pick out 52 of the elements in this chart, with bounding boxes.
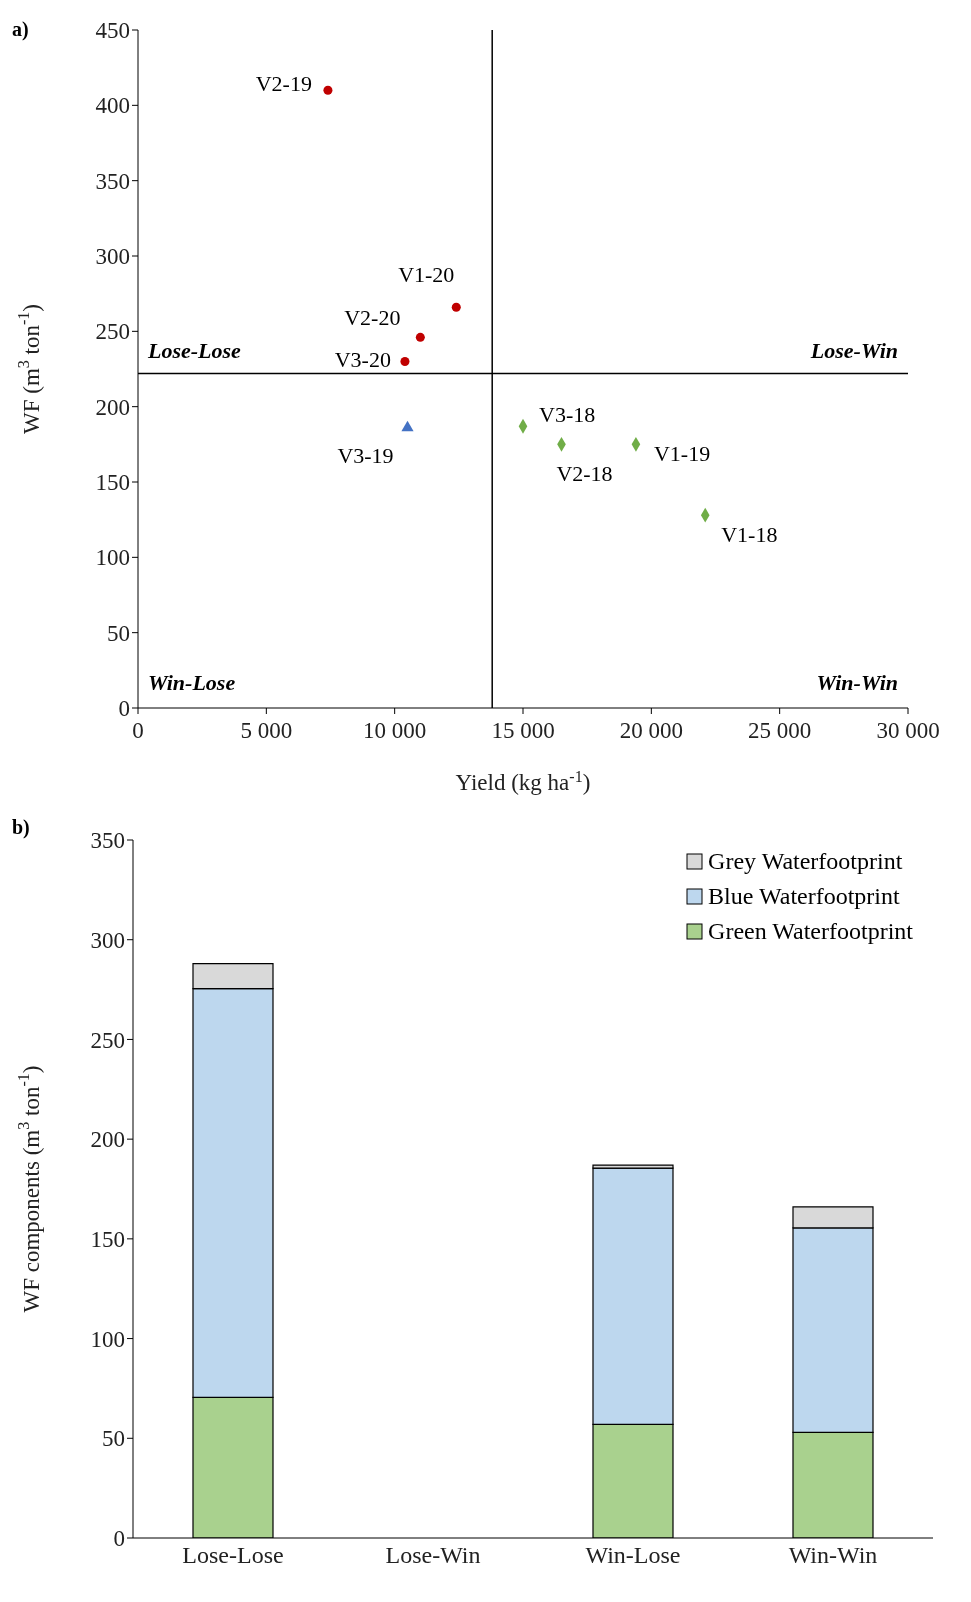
- y-tick-label: 250: [95, 319, 130, 345]
- annotation: V3-20: [334, 346, 391, 372]
- y-tick-label: 350: [90, 828, 125, 854]
- x-tick-label: 5 000: [240, 718, 293, 744]
- annotation: V2-18: [556, 461, 613, 487]
- x-axis-title: Yield (kg ha$^{-1}$): [455, 767, 591, 795]
- y-tick-label: 200: [90, 1127, 125, 1153]
- annotation: V3-18: [539, 402, 596, 428]
- legend-label: Grey Waterfootprint: [708, 848, 903, 875]
- chart-title: a): [12, 18, 29, 41]
- y-tick-label: 100: [95, 545, 130, 571]
- x-tick-label: Win-Lose: [585, 1542, 681, 1569]
- y-tick-label: 0: [113, 1526, 125, 1552]
- annotation: Win-Win: [816, 670, 898, 695]
- x-tick-label: Win-Win: [788, 1542, 878, 1569]
- x-tick-label: Lose-Win: [385, 1542, 481, 1569]
- annotation: V3-19: [337, 442, 394, 468]
- annotation: Win-Lose: [148, 670, 236, 695]
- x-tick-label: 25 000: [748, 718, 812, 744]
- x-tick-label: 15 000: [491, 718, 555, 744]
- y-tick-label: 0: [118, 696, 130, 722]
- point: [323, 85, 333, 95]
- y-tick-label: 400: [95, 93, 130, 119]
- y-tick-label: 150: [90, 1227, 125, 1253]
- y-tick-label: 300: [95, 244, 130, 270]
- y-tick-label: 300: [90, 927, 125, 953]
- x-tick-label: Lose-Lose: [182, 1542, 284, 1569]
- annotation: Lose-Lose: [147, 337, 242, 363]
- y-tick-label: 150: [95, 470, 130, 496]
- y-tick-label: 350: [95, 168, 130, 194]
- point: [400, 356, 410, 366]
- y-tick-label: 50: [102, 1426, 125, 1452]
- legend-label: Blue Waterfootprint: [708, 883, 900, 910]
- annotation: V2-19: [255, 71, 312, 97]
- y-tick-label: 100: [90, 1326, 125, 1352]
- annotation: V2-20: [344, 305, 401, 331]
- annotation: Lose-Win: [809, 337, 898, 363]
- y-tick-label: 200: [95, 394, 130, 420]
- point: [451, 302, 461, 312]
- chart-title: b): [12, 816, 30, 839]
- y-tick-label: 250: [90, 1027, 125, 1053]
- point: [401, 420, 414, 432]
- annotation: V1-19: [653, 441, 711, 467]
- annotation: V1-18: [721, 522, 778, 548]
- x-tick-label: 30 000: [876, 718, 940, 744]
- point: [415, 332, 425, 342]
- y-tick-label: 50: [107, 620, 130, 646]
- y-tick-label: 450: [95, 18, 130, 44]
- x-tick-label: 10 000: [363, 718, 427, 744]
- annotation: V1-20: [398, 262, 455, 288]
- legend-label: Green Waterfootprint: [708, 918, 913, 945]
- x-tick-label: 20 000: [619, 718, 683, 744]
